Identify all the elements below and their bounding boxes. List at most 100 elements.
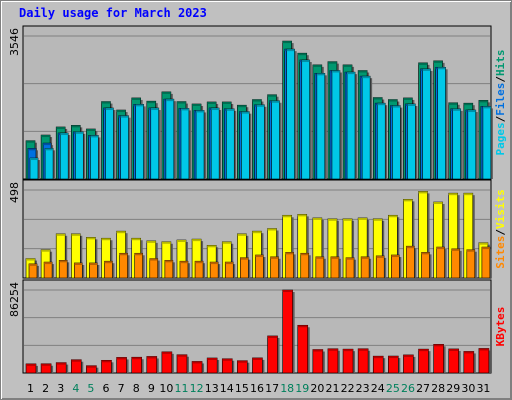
x-tick-label: 27 [416, 382, 430, 395]
bar-visits-top-edge [312, 217, 322, 220]
bar-pages-top-edge [196, 110, 205, 113]
bar-sites [481, 246, 491, 279]
bar-kbytes [372, 355, 384, 374]
bar-pages [346, 71, 356, 180]
bar-pages [195, 110, 205, 180]
legend-entry: / [494, 76, 507, 83]
bar-pages [437, 66, 446, 180]
bar-visits-top-edge [131, 238, 141, 241]
bar-sites-top-edge [134, 253, 143, 256]
bar-pages-top-edge [271, 100, 280, 103]
bar-visits-top-edge [373, 218, 383, 221]
bar-kbytes-top-edge [282, 290, 293, 292]
bar-sites [224, 261, 234, 279]
bar-kbytes [282, 289, 293, 374]
bar-visits-top-edge [343, 218, 353, 221]
bar-pages [331, 70, 341, 180]
bar-pages [301, 59, 311, 180]
bar-sites [391, 254, 400, 279]
bar-hits-top-edge [222, 101, 232, 104]
bar-sites [194, 260, 204, 279]
bar-sites-top-edge [29, 263, 37, 266]
legend-kbytes: KBytes [494, 307, 507, 347]
bar-pages-top-edge [316, 73, 325, 76]
chart-title: Daily usage for March 2023 [19, 6, 207, 20]
bar-sites [134, 252, 143, 279]
bar-visits-top-edge [56, 233, 66, 236]
bar-pages [105, 107, 114, 180]
x-tick-label: 4 [72, 382, 79, 395]
bar-kbytes-top-edge [448, 348, 459, 351]
bar-kbytes-top-edge [56, 362, 67, 365]
bar-kbytes-top-edge [71, 359, 82, 362]
bar-pages-top-edge [105, 108, 114, 111]
bar-sites-top-edge [59, 260, 68, 263]
bar-visits-top-edge [448, 193, 458, 196]
bar-hits-top-edge [448, 102, 458, 105]
legend-pages-files-hits: Pages/Files/Hits [494, 50, 507, 156]
legend-entry: / [494, 229, 507, 236]
bar-pages-top-edge [90, 135, 99, 138]
bar-sites-top-edge [451, 248, 460, 251]
bar-pages [44, 148, 54, 180]
bar-pages [376, 102, 386, 180]
x-tick-label: 31 [476, 382, 490, 395]
bar-kbytes-top-edge [237, 360, 248, 363]
bar-pages-top-edge [301, 60, 310, 63]
bar-pages-top-edge [482, 106, 491, 109]
bar-visits-top-edge [478, 242, 488, 245]
bar-hits-top-edge [418, 62, 428, 65]
bar-sites-top-edge [406, 246, 415, 249]
bar-sites [119, 252, 128, 279]
bar-kbytes [448, 348, 460, 374]
bar-kbytes-top-edge [116, 357, 127, 360]
bar-hits-top-edge [373, 97, 383, 100]
bar-visits-top-edge [71, 233, 81, 236]
bar-kbytes-top-edge [252, 357, 263, 360]
bar-pages [361, 75, 371, 180]
bar-kbytes-top-edge [343, 349, 354, 352]
bar-sites [300, 252, 310, 279]
bar-hits-top-edge [358, 70, 368, 73]
bar-pages [29, 157, 39, 180]
bar-pages [392, 105, 401, 180]
bar-pages-top-edge [165, 99, 174, 102]
bar-visits-top-edge [267, 228, 277, 231]
x-tick-label: 3 [57, 382, 64, 395]
x-tick-label: 23 [356, 382, 370, 395]
bar-kbytes-top-edge [312, 349, 323, 352]
bar-pages [180, 108, 190, 180]
bar-hits-top-edge [26, 140, 35, 143]
bar-hits-top-edge [146, 101, 156, 104]
bar-kbytes-top-edge [176, 354, 187, 357]
bar-sites-top-edge [195, 261, 204, 264]
x-tick-label: 15 [235, 382, 249, 395]
bar-sites [179, 260, 189, 279]
bar-sites-top-edge [466, 249, 475, 252]
bar-pages [165, 98, 175, 180]
bar-pages-top-edge [422, 68, 431, 71]
bar-sites-top-edge [421, 252, 430, 255]
bar-kbytes-top-edge [207, 357, 218, 360]
bar-hits-top-edge [237, 105, 247, 108]
y-max-label: 498 [8, 182, 21, 203]
bar-sites-top-edge [119, 253, 128, 256]
x-tick-label: 20 [310, 382, 324, 395]
bar-visits-top-edge [297, 214, 307, 217]
x-tick-label: 14 [220, 382, 234, 395]
bar-pages-top-edge [60, 133, 69, 136]
bar-sites [270, 256, 279, 279]
bar-hits-top-edge [86, 128, 96, 131]
bar-files-top-edge [28, 148, 36, 151]
bar-sites [345, 257, 355, 279]
bar-pages-top-edge [211, 108, 220, 111]
bar-sites-top-edge [391, 255, 400, 258]
bar-hits-top-edge [297, 53, 307, 56]
bar-pages-top-edge [226, 108, 235, 111]
bar-hits-top-edge [71, 125, 81, 128]
bar-visits-top-edge [207, 245, 217, 248]
bar-sites [164, 260, 174, 279]
bar-sites-top-edge [346, 257, 355, 260]
x-tick-label: 13 [205, 382, 219, 395]
